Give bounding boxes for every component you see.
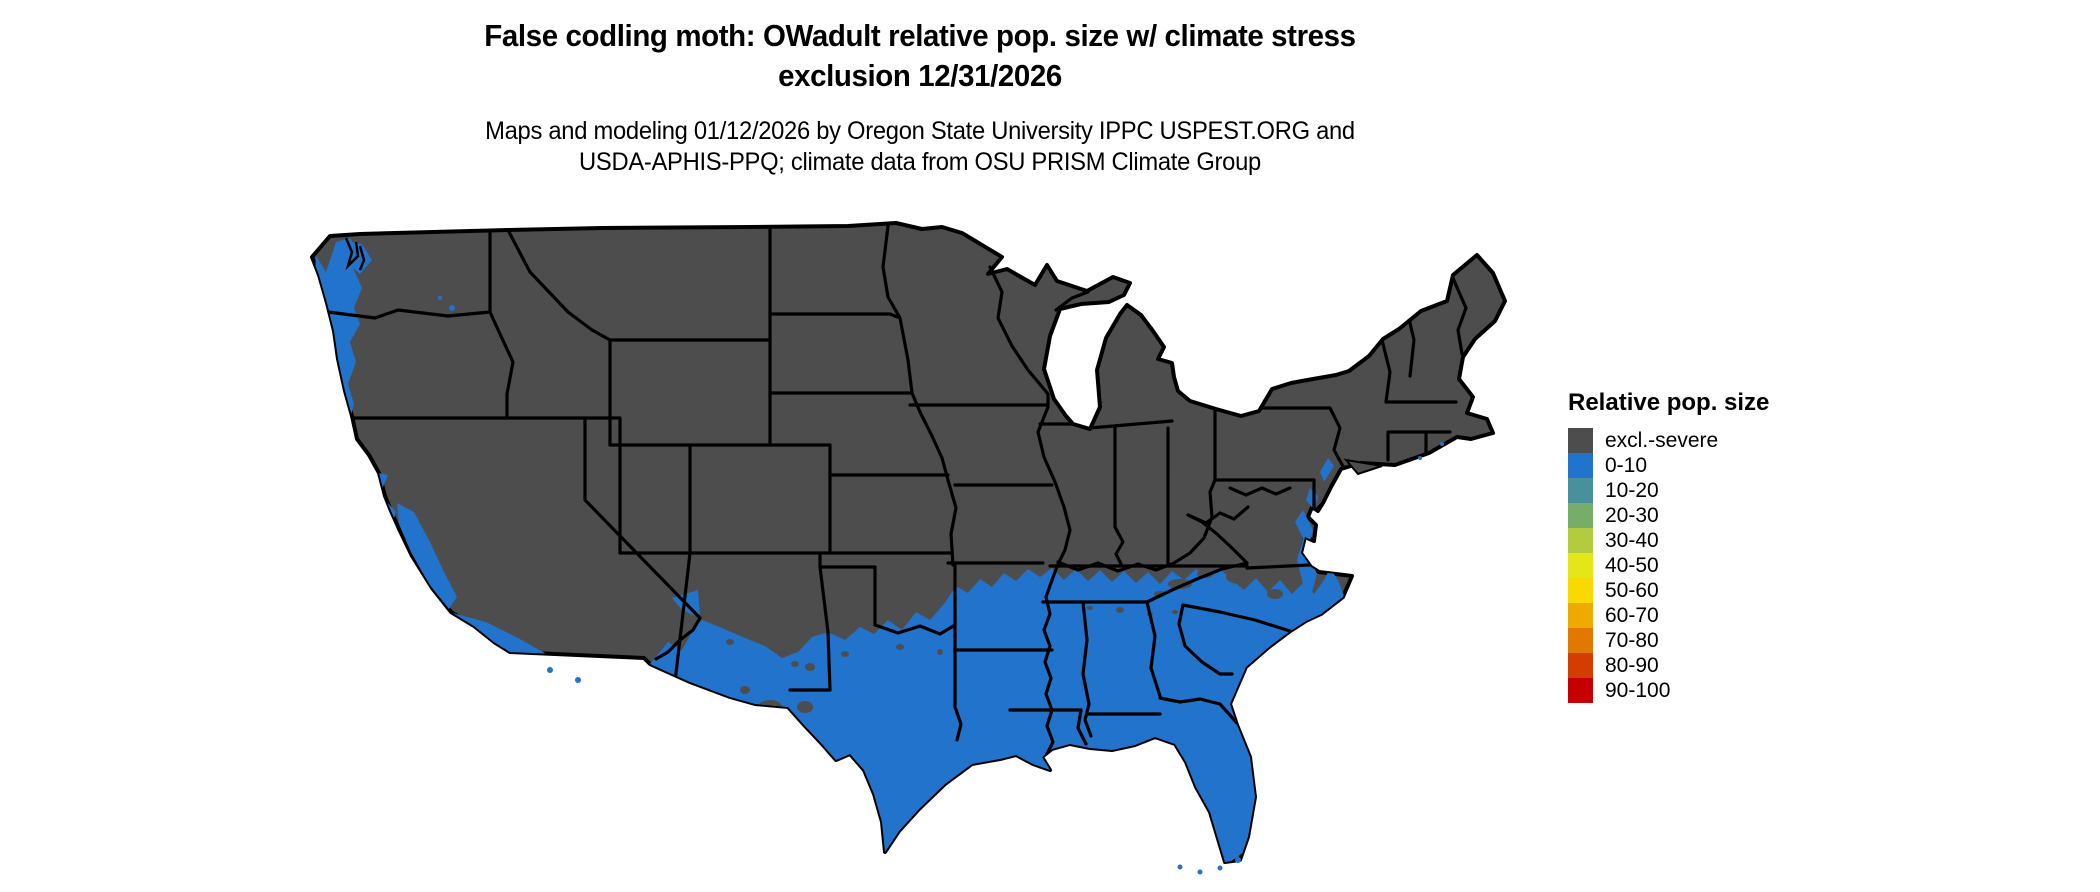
map-subtitle-line2: USDA-APHIS-PPQ; climate data from OSU PR… (579, 148, 1261, 176)
legend-label: 40-50 (1605, 554, 1659, 577)
legend-row: 90-100 (1568, 678, 1828, 703)
map-title-line2: exclusion 12/31/2026 (778, 58, 1062, 93)
legend-label: 50-60 (1605, 579, 1659, 602)
puget-sound-detail (344, 237, 366, 271)
legend-swatch-30-40 (1568, 528, 1593, 553)
legend-swatch-70-80 (1568, 628, 1593, 653)
map-subtitle-line1: Maps and modeling 01/12/2026 by Oregon S… (485, 117, 1355, 145)
legend-swatch-excl-severe (1568, 428, 1593, 453)
legend-row: 70-80 (1568, 628, 1828, 653)
legend-swatch-50-60 (1568, 578, 1593, 603)
legend-label: 80-90 (1605, 654, 1659, 677)
legend-label: 90-100 (1605, 679, 1671, 702)
legend-label: excl.-severe (1605, 429, 1719, 452)
legend-row: 0-10 (1568, 453, 1828, 478)
legend-swatch-60-70 (1568, 603, 1593, 628)
map-title-line1: False codling moth: OWadult relative pop… (484, 18, 1356, 53)
legend-swatch-0-10 (1568, 453, 1593, 478)
legend-row: 60-70 (1568, 603, 1828, 628)
legend-label: 60-70 (1605, 604, 1659, 627)
legend-label: 10-20 (1605, 479, 1659, 502)
legend-row: 20-30 (1568, 503, 1828, 528)
legend-row: 80-90 (1568, 653, 1828, 678)
legend-row: 40-50 (1568, 553, 1828, 578)
legend-row: 30-40 (1568, 528, 1828, 553)
legend-title: Relative pop. size (1568, 389, 1770, 416)
us-conus-map (310, 221, 1507, 875)
legend-row: excl.-severe (1568, 428, 1828, 453)
map-speckles-excluded (726, 570, 1283, 714)
state-borders (320, 224, 1468, 756)
map-subtitle: Maps and modeling 01/12/2026 by Oregon S… (0, 116, 1840, 178)
legend-label: 30-40 (1605, 529, 1659, 552)
legend-swatch-80-90 (1568, 653, 1593, 678)
legend-row: 50-60 (1568, 578, 1828, 603)
legend-label: 70-80 (1605, 629, 1659, 652)
legend-swatch-90-100 (1568, 678, 1593, 703)
map-islands-pop-0-10 (547, 442, 1444, 875)
legend-swatch-20-30 (1568, 503, 1593, 528)
legend-swatch-10-20 (1568, 478, 1593, 503)
legend: Relative pop. size excl.-severe 0-10 10-… (1568, 390, 1828, 703)
legend-row: 10-20 (1568, 478, 1828, 503)
legend-label: 20-30 (1605, 504, 1659, 527)
legend-swatch-40-50 (1568, 553, 1593, 578)
map-long-island (1343, 458, 1383, 476)
legend-label: 0-10 (1605, 454, 1648, 477)
map-title: False codling moth: OWadult relative pop… (0, 16, 1840, 96)
